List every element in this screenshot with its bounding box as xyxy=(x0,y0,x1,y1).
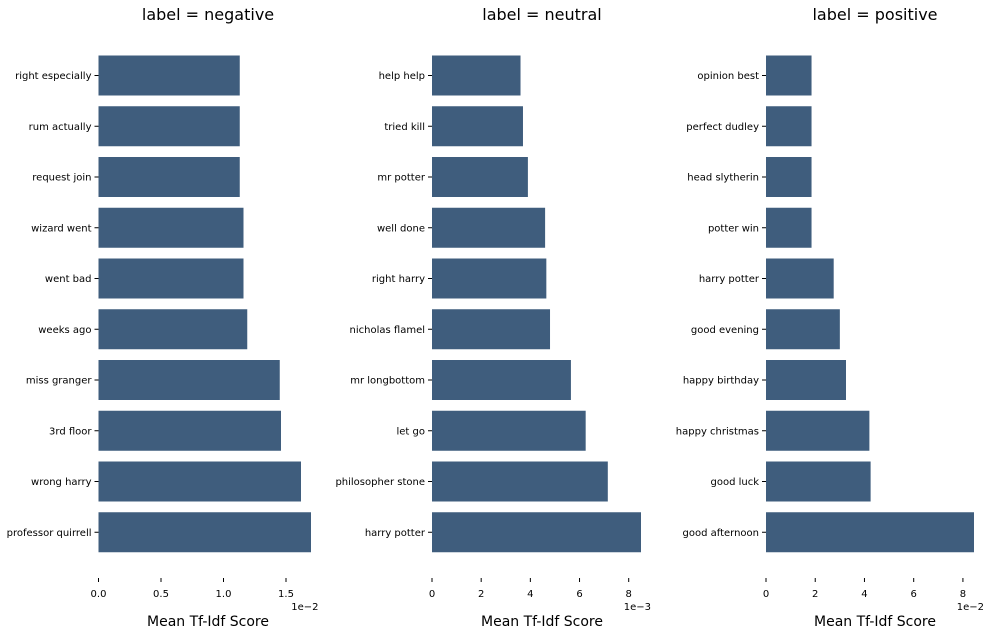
category-label: philosopher stone xyxy=(335,477,425,488)
category-label: weeks ago xyxy=(38,325,91,336)
category-label: tried kill xyxy=(384,122,425,133)
category-label: nicholas flamel xyxy=(350,325,425,336)
category-label: good evening xyxy=(691,325,759,336)
x-tick-label: 1.5 xyxy=(278,589,294,600)
panel-title: label = negative xyxy=(142,5,274,24)
category-label: head slytherin xyxy=(687,173,759,184)
x-scale-offset-label: 1e−2 xyxy=(291,602,318,613)
category-label: good afternoon xyxy=(682,528,759,539)
category-label: well done xyxy=(377,223,425,234)
x-tick-label: 8 xyxy=(960,589,966,600)
bar xyxy=(98,461,301,502)
bar xyxy=(98,55,240,96)
category-label: happy christmas xyxy=(676,426,759,437)
panel-title: label = positive xyxy=(812,5,937,24)
bar xyxy=(432,461,608,502)
x-tick-label: 4 xyxy=(861,589,867,600)
chart-panel: label = negative right especially rum actu… xyxy=(7,5,319,630)
bar xyxy=(432,309,551,350)
bar xyxy=(432,55,521,96)
bar xyxy=(98,207,244,248)
bar xyxy=(766,309,840,350)
x-tick-label: 8 xyxy=(626,589,632,600)
x-axis-label: Mean Tf-Idf Score xyxy=(814,614,936,630)
bar xyxy=(98,258,244,299)
bar xyxy=(98,360,280,400)
x-tick-label: 6 xyxy=(576,589,582,600)
x-scale-offset-label: 1e−3 xyxy=(624,602,651,613)
category-label: harry potter xyxy=(699,274,760,285)
category-label: mr longbottom xyxy=(350,376,425,387)
x-tick-label: 0 xyxy=(763,589,769,600)
x-tick-label: 0 xyxy=(429,589,435,600)
x-axis-label: Mean Tf-Idf Score xyxy=(147,614,269,630)
bar xyxy=(766,207,812,248)
bar xyxy=(432,410,586,451)
bar xyxy=(766,55,812,96)
bar xyxy=(98,410,281,451)
x-tick-label: 2 xyxy=(812,589,818,600)
chart-panel: label = positive opinion best perfect dudl… xyxy=(676,5,984,630)
bar xyxy=(766,258,834,299)
category-label: harry potter xyxy=(365,528,426,539)
bar xyxy=(766,157,812,197)
category-label: request join xyxy=(32,173,91,184)
category-label: help help xyxy=(379,71,425,82)
bar xyxy=(98,157,240,197)
bar xyxy=(432,258,547,299)
category-label: perfect dudley xyxy=(686,122,759,133)
x-tick-label: 2 xyxy=(478,589,484,600)
bar xyxy=(432,106,523,147)
x-tick-label: 0.0 xyxy=(91,589,107,600)
bar xyxy=(98,106,240,147)
category-label: right harry xyxy=(372,274,425,285)
x-tick-label: 1.0 xyxy=(216,589,232,600)
bar xyxy=(766,106,812,147)
x-scale-offset-label: 1e−2 xyxy=(957,602,984,613)
category-label: mr potter xyxy=(377,173,425,184)
category-label: opinion best xyxy=(697,71,759,82)
category-label: potter win xyxy=(708,223,759,234)
category-label: wrong harry xyxy=(31,477,92,488)
bar xyxy=(432,512,641,553)
category-label: professor quirrell xyxy=(7,528,92,539)
panel-title: label = neutral xyxy=(482,5,602,24)
category-label: wizard went xyxy=(31,223,91,234)
bar xyxy=(766,410,870,451)
x-tick-label: 0.5 xyxy=(153,589,169,600)
bar xyxy=(766,512,974,553)
bar xyxy=(432,207,546,248)
category-label: right especially xyxy=(15,71,91,82)
category-label: rum actually xyxy=(29,122,92,133)
category-label: 3rd floor xyxy=(49,426,92,437)
bar xyxy=(766,360,846,400)
bar xyxy=(432,157,528,197)
bar xyxy=(98,309,248,350)
chart-panel: label = neutral help help tried kill mr pot… xyxy=(335,5,651,630)
category-label: let go xyxy=(397,426,426,437)
category-label: happy birthday xyxy=(683,376,759,387)
category-label: good luck xyxy=(710,477,759,488)
bar xyxy=(432,360,571,400)
x-axis-label: Mean Tf-Idf Score xyxy=(481,614,603,630)
category-label: miss granger xyxy=(26,376,93,387)
x-tick-label: 4 xyxy=(527,589,533,600)
x-tick-label: 6 xyxy=(911,589,917,600)
bar xyxy=(98,512,311,553)
bar xyxy=(766,461,871,502)
category-label: went bad xyxy=(45,274,92,285)
